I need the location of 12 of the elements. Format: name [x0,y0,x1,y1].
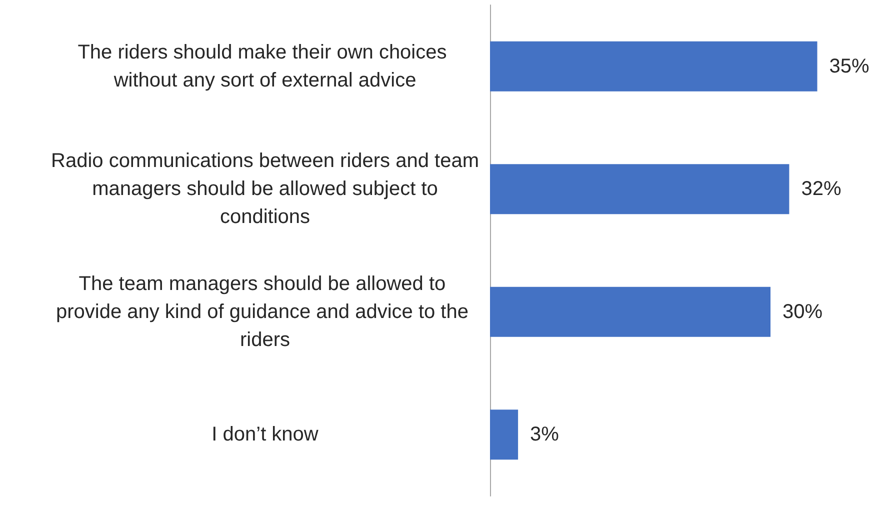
data-label: 3% [530,424,560,446]
y-tick-label: The riders should make their own choices without any sort of external advice [78,41,452,92]
y-tick-label: I don’t know [212,424,319,446]
data-label: 35% [829,55,870,78]
bar [490,286,770,337]
bar [490,41,818,92]
data-label: 32% [801,178,842,200]
bar [490,410,518,460]
y-tick-label: Radio communications between riders and team managers should be allowed subject to conditions [51,150,479,228]
data-label: 30% [782,300,823,323]
y-tick-label: The team managers should be allowed to provide any kind of guidance and advice to the riders [56,272,474,351]
bar [490,164,790,214]
